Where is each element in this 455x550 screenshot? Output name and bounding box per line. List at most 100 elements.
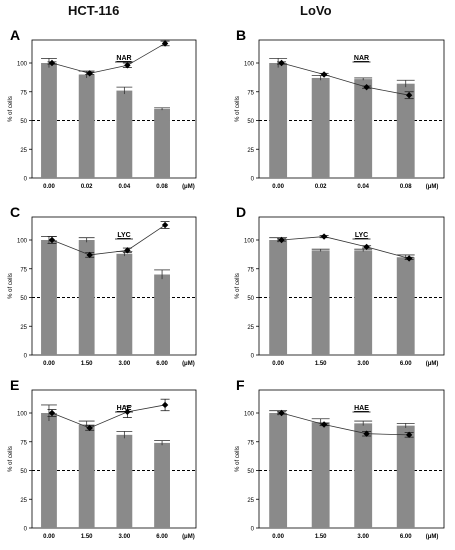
y-tick-label: 25 [247,498,254,504]
x-unit-label: (μM) [182,361,195,367]
bar [154,274,170,355]
bar [154,109,170,178]
data-point [320,233,328,240]
x-tick-label: 0.00 [43,361,55,367]
plot-frame [31,389,197,529]
x-tick-label: 0.02 [315,184,327,190]
chart-panel-b: B 0 25 50 75 100 % of cells NAR 0.00 0.02 0.04 0.08… [235,27,445,190]
y-tick-label: 100 [244,62,255,68]
data-point [320,71,328,78]
y-axis-label: % of cells [8,273,14,299]
panel-letter: E [10,377,19,393]
y-axis-label: % of cells [235,96,241,122]
chart-title: NAR [116,55,131,62]
line-series [281,412,410,436]
plot-frame [258,216,445,356]
x-tick-label: 6.00 [400,534,412,540]
x-tick-label: 3.00 [357,534,369,540]
data-point [405,255,413,262]
y-tick-label: 0 [24,354,28,360]
data-point [363,243,370,251]
y-tick-label: 25 [247,325,254,331]
bar [41,240,57,355]
x-tick-label: 0.00 [272,184,284,190]
panel-letter: F [236,377,245,393]
bar [116,90,133,178]
x-tick-label: 6.00 [156,361,168,367]
plot-frame [31,216,197,356]
data-point [124,62,131,69]
chart-title: HAE [117,405,132,412]
x-tick-label: 0.00 [272,361,284,367]
x-tick-label: 0.00 [272,534,284,540]
x-tick-label: 6.00 [156,534,168,540]
bar [116,434,133,528]
column-title-hct116: HCT-116 [68,3,120,18]
data-point [363,430,370,437]
x-tick-label: 0.04 [357,184,369,190]
chart-title: NAR [354,55,369,62]
bar [78,74,95,178]
bar [396,425,415,528]
y-tick-label: 25 [20,148,27,154]
line-series [51,224,166,256]
y-tick-label: 25 [247,148,254,154]
bar [354,250,373,355]
plot-frame [258,389,445,529]
x-unit-label: (μM) [426,184,439,190]
y-tick-label: 75 [20,90,27,96]
data-point [161,401,169,409]
y-tick-label: 0 [251,177,255,183]
bar [311,250,330,355]
bar [269,413,288,528]
y-tick-label: 100 [17,62,28,68]
chart-title: HAE [354,405,369,412]
x-tick-label: 3.00 [357,361,369,367]
bar [396,83,415,178]
y-tick-label: 75 [247,267,254,273]
bar [269,63,288,178]
y-tick-label: 75 [247,440,254,446]
bar [354,423,373,528]
bar [311,422,330,528]
chart-panel-c: C 0 25 50 75 100 % of cells LYC 0.00 1.50 3.00 6.00… [8,204,197,367]
chart-panel-f: F 0 25 50 75 100 % of cells HAE 0.00 1.50 3.00 6.00… [235,377,445,540]
y-tick-label: 0 [251,527,255,533]
bar [41,63,57,178]
data-point [48,59,56,67]
panel-letter: B [236,27,246,43]
panel-letter: A [10,27,20,43]
x-tick-label: 3.00 [119,534,131,540]
data-point [86,424,93,432]
y-tick-label: 0 [251,354,255,360]
y-tick-label: 0 [24,527,28,533]
data-point [278,409,285,417]
y-tick-label: 100 [17,412,28,418]
x-unit-label: (μM) [182,534,195,540]
x-tick-label: 1.50 [315,361,327,367]
chart-panel-d: D 0 25 50 75 100 % of cells LYC 0.00 1.50 3.00 6.00… [235,204,445,367]
data-point [278,236,285,244]
chart-title: LYC [355,232,368,239]
y-tick-label: 25 [20,325,27,331]
y-tick-label: 100 [244,412,255,418]
bar [311,77,330,178]
chart-panel-a: A 0 25 50 75 100 % of cells NAR 0.00 0.02 0.04 0.08… [8,27,197,190]
data-point [48,236,56,244]
panel-letter: C [10,204,20,220]
y-tick-label: 75 [20,267,27,273]
y-tick-label: 50 [20,296,27,302]
y-tick-label: 25 [20,498,27,504]
panel-letter: D [236,204,246,220]
data-point [86,251,93,259]
line-series [281,236,410,259]
y-axis-label: % of cells [235,273,241,299]
bar [116,253,133,355]
data-point [48,409,56,417]
data-point [363,83,370,91]
y-tick-label: 50 [20,469,27,475]
x-tick-label: 1.50 [81,361,93,367]
y-tick-label: 50 [20,119,27,125]
bar [78,240,95,355]
